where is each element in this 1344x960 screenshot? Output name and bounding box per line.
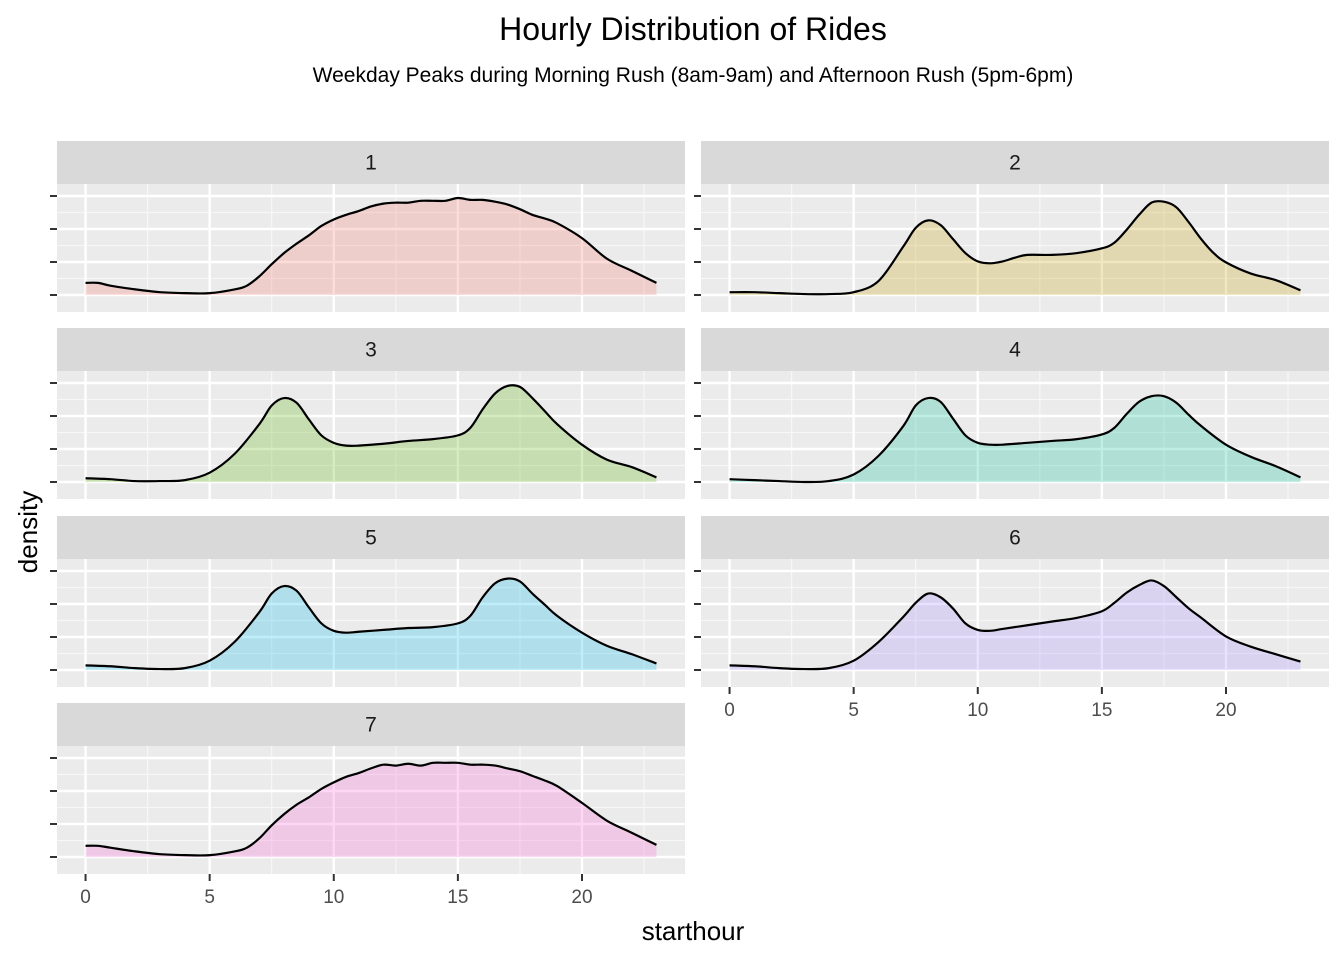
density-line-7 (85, 761, 657, 857)
density-area-5 (85, 578, 657, 670)
facet-plot-area (50, 184, 685, 312)
x-axis-title: starthour (642, 916, 745, 946)
facet-plot-area (694, 184, 1329, 312)
x-tick-label: 10 (323, 887, 344, 908)
facet-plot-area (694, 371, 1329, 499)
panel-background (701, 184, 1329, 312)
facet-plot-area (50, 371, 685, 499)
x-tick-label: 15 (447, 887, 468, 908)
density-line-6 (729, 579, 1301, 671)
density-area-3 (85, 385, 657, 482)
density-line-5 (85, 577, 657, 671)
facet-strip-label: 3 (365, 339, 377, 362)
density-line-2 (729, 199, 1301, 296)
facet-plot-area (50, 559, 685, 687)
facet-strip (57, 703, 685, 746)
facet-plot-area: 0 5 10 15 20 (694, 559, 1329, 721)
x-tick-label: 10 (967, 700, 988, 721)
density-line-4 (729, 394, 1301, 484)
y-axis-title: density (13, 491, 43, 573)
x-tick-label: 0 (80, 887, 91, 908)
x-tick-label: 20 (1215, 700, 1236, 721)
chart-title: Hourly Distribution of Rides (499, 11, 887, 47)
facet-panel-7: 7 0 5 10 15 20 (50, 703, 685, 908)
facet-panel-1: 1 (50, 141, 685, 312)
facet-strip-label: 2 (1009, 152, 1021, 175)
facet-strip (57, 328, 685, 371)
x-tick-label: 5 (204, 887, 215, 908)
density-line-3 (85, 384, 657, 483)
x-tick-label: 0 (724, 700, 735, 721)
facet-panel-4: 4 (694, 328, 1329, 499)
facet-panel-5: 5 (50, 516, 685, 687)
chart-subtitle: Weekday Peaks during Morning Rush (8am-9… (312, 64, 1074, 87)
panel-background (57, 371, 685, 499)
density-area-4 (729, 395, 1301, 483)
facet-plot-area: 0 5 10 15 20 (50, 746, 685, 908)
facet-panel-6: 6 0 5 10 15 20 (694, 516, 1329, 721)
facet-strip-label: 7 (365, 714, 377, 737)
facet-strip-label: 6 (1009, 527, 1021, 550)
x-tick-label: 15 (1091, 700, 1112, 721)
density-area-1 (85, 197, 657, 295)
facet-panel-3: 3 (50, 328, 685, 499)
facet-strip (701, 141, 1329, 184)
panel-background (701, 559, 1329, 687)
facet-strip (57, 516, 685, 559)
facet-panel-2: 2 (694, 141, 1329, 312)
density-area-7 (85, 762, 657, 857)
facet-strip-label: 1 (365, 152, 377, 175)
facet-strip (57, 141, 685, 184)
panel-background (57, 559, 685, 687)
facet-strip-label: 4 (1009, 339, 1021, 362)
facet-strip-label: 5 (365, 527, 377, 550)
facet-strip (701, 516, 1329, 559)
x-tick-label: 20 (571, 887, 592, 908)
density-line-1 (85, 196, 657, 295)
density-area-2 (729, 201, 1301, 295)
panel-background (701, 371, 1329, 499)
x-tick-label: 5 (848, 700, 859, 721)
facet-panels: 1 2 3 4 5 6 0 5 10 15 20 7 0 5 10 15 20 (50, 141, 1329, 908)
facet-strip (701, 328, 1329, 371)
